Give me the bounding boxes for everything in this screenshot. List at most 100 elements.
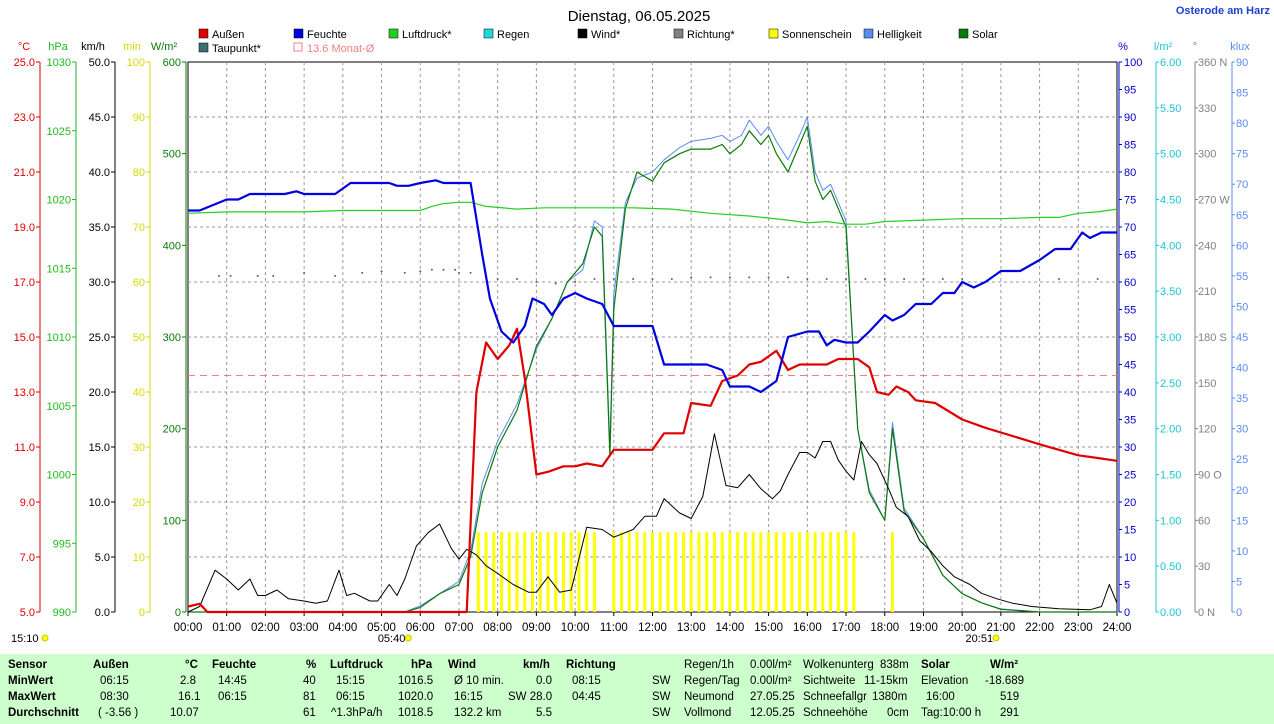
sunshine-bar [484, 532, 488, 612]
x-tick-label: 21:00 [986, 622, 1015, 634]
sunshine-bar [767, 532, 771, 612]
wind-avg: 5.5 [536, 707, 552, 719]
right-axis-unit: ° [1193, 41, 1197, 53]
direction-dot [883, 277, 886, 280]
right-tick-label: 70 [1236, 179, 1248, 191]
right-tick-label: 90 O [1198, 470, 1222, 482]
sunshine-bar [577, 532, 581, 612]
legend-swatch [483, 28, 494, 39]
richtung-max-time: 04:45 [572, 691, 601, 703]
direction-dot [469, 271, 472, 274]
direction-dot [419, 270, 422, 273]
left-tick-label: 1005 [47, 401, 71, 413]
right-tick-label: 25 [1236, 454, 1248, 466]
right-tick-label: 150 [1198, 378, 1216, 390]
left-tick-label: 30 [133, 442, 145, 454]
solar-max-value: 519 [1000, 691, 1020, 703]
right-tick-label: 0 N [1198, 607, 1215, 619]
neumond-label: Neumond [684, 691, 734, 703]
x-tick-label: 11:00 [600, 622, 628, 634]
legend-swatch [768, 28, 779, 39]
right-tick-label: 75 [1124, 195, 1136, 207]
elevation-value: -18.689 [985, 675, 1025, 687]
left-tick-label: 20 [133, 497, 145, 509]
schneehoehe-label: Schneehöhe [803, 707, 868, 719]
legend-label: Taupunkt* [212, 43, 262, 55]
sunshine-bar [813, 532, 817, 612]
left-tick-label: 45.0 [89, 112, 110, 124]
right-tick-label: 4.50 [1160, 195, 1181, 207]
direction-dot [457, 271, 460, 274]
left-tick-label: 80 [133, 167, 145, 179]
left-tick-label: 50.0 [89, 57, 110, 69]
left-tick-label: 40.0 [89, 167, 110, 179]
sunshine-bar [507, 532, 511, 612]
left-tick-label: 995 [53, 538, 71, 550]
direction-dot [272, 274, 275, 277]
direction-dot [593, 277, 596, 280]
elevation-label: Elevation [921, 675, 969, 687]
right-tick-label: 2.50 [1160, 378, 1181, 390]
left-tick-label: 90 [133, 112, 145, 124]
legend-label: Sonnenschein [782, 29, 852, 41]
right-tick-label: 95 [1124, 85, 1136, 97]
left-tick-label: 40 [133, 387, 145, 399]
left-tick-label: 0 [175, 607, 181, 619]
left-tick-label: 990 [53, 607, 71, 619]
left-tick-label: 17.0 [14, 277, 35, 289]
sunshine-bar [554, 532, 558, 612]
right-tick-label: 60 [1236, 240, 1248, 252]
right-tick-label: 5.00 [1160, 149, 1181, 161]
direction-dot [806, 277, 809, 280]
sunshine-bar [697, 532, 701, 612]
sunshine-bar [476, 532, 480, 612]
direction-dot [454, 268, 457, 271]
regen-tag-value: 0.00l/m² [750, 675, 792, 687]
row-label-sensor: Sensor [8, 659, 47, 671]
feuchte-header: Feuchte [212, 659, 257, 671]
wind-avg-extra: 132.2 km [454, 707, 502, 719]
luftdruck-max: 1020.0 [398, 691, 434, 703]
right-tick-label: 50 [1124, 332, 1136, 344]
direction-dot [380, 270, 383, 273]
right-axis-unit: l/m² [1154, 41, 1173, 53]
right-tick-label: 3.50 [1160, 286, 1181, 298]
direction-dot [229, 274, 232, 277]
left-tick-label: 1020 [47, 195, 71, 207]
direction-dot [728, 276, 731, 279]
sunshine-bar [561, 532, 565, 612]
left-tick-label: 1030 [47, 57, 71, 69]
direction-dot [709, 276, 712, 279]
left-tick-label: 500 [163, 149, 181, 161]
sunrise-marker-label: 05:40 [378, 633, 406, 645]
legend-swatch [863, 28, 874, 39]
sunshine-bar [821, 532, 825, 612]
aussen-unit: °C [185, 659, 198, 671]
sunshine-bar [523, 532, 527, 612]
right-axis-unit: % [1118, 41, 1128, 53]
sunshine-bar [805, 532, 809, 612]
richtung-header: Richtung [566, 659, 616, 671]
vollmond-value: 12.05.25 [750, 707, 795, 719]
sunshine-bar [759, 532, 763, 612]
solar-unit: W/m² [990, 659, 1019, 671]
direction-dot [535, 281, 538, 283]
right-tick-label: 75 [1236, 149, 1248, 161]
sunshine-bar [592, 532, 596, 612]
right-tick-label: 80 [1236, 118, 1248, 130]
left-tick-label: 400 [163, 240, 181, 252]
sunshine-bar [829, 532, 833, 612]
left-tick-label: 25.0 [89, 332, 110, 344]
right-tick-label: 120 [1198, 424, 1216, 436]
solar-tag-value: 291 [1000, 707, 1020, 719]
direction-dot [961, 277, 964, 280]
sunshine-bar [743, 532, 747, 612]
x-tick-label: 24:00 [1103, 622, 1132, 634]
direction-dot [786, 276, 789, 279]
sichtweite-label: Sichtweite [803, 675, 856, 687]
station-link[interactable]: Osterode am Harz [1175, 5, 1270, 17]
legend-swatch [198, 42, 209, 53]
richtung-min-time: 08:15 [572, 675, 601, 687]
sunshine-bar [627, 532, 631, 612]
direction-dot [430, 268, 433, 271]
